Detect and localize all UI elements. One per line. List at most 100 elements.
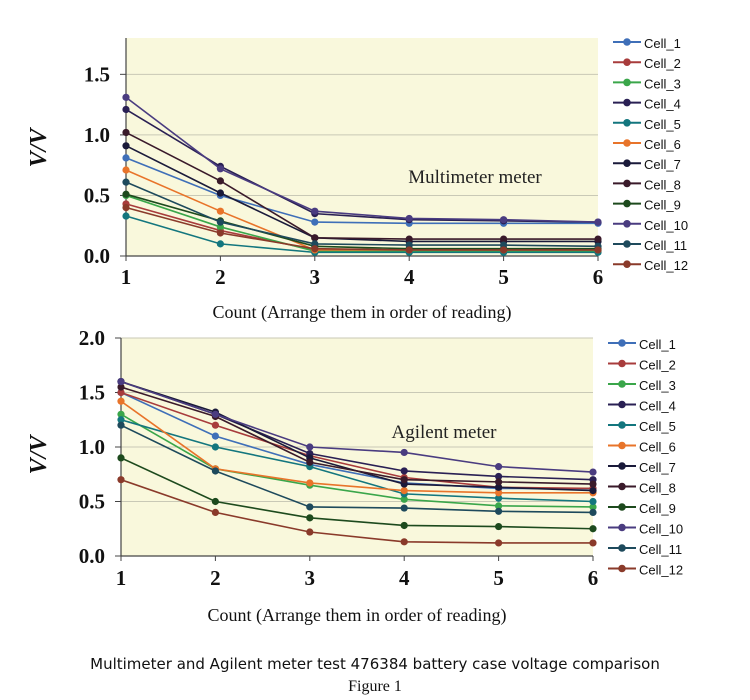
legend-label: Cell_4: [639, 399, 676, 414]
legend-swatch-marker: [623, 58, 631, 66]
data-point-cell_9: [211, 497, 219, 506]
data-point-cell_10: [117, 378, 125, 386]
data-point-cell_12: [405, 246, 413, 254]
legend-swatch-marker: [623, 98, 631, 107]
legend-swatch-marker: [623, 119, 631, 127]
legend-swatch-marker: [618, 339, 626, 347]
x-tick-label: 3: [310, 265, 321, 289]
figure-caption: Multimeter and Agilent meter test 476384…: [90, 655, 660, 673]
data-point-cell_9: [306, 514, 314, 522]
data-point-cell_8: [117, 383, 125, 391]
data-point-cell_12: [211, 508, 219, 516]
data-point-cell_10: [500, 216, 508, 224]
legend-label: Cell_3: [639, 378, 676, 393]
data-point-cell_1: [211, 432, 219, 440]
legend-swatch-marker: [623, 220, 631, 228]
data-point-cell_11: [306, 503, 314, 511]
data-point-cell_11: [400, 504, 408, 512]
legend-label: Cell_10: [639, 522, 683, 537]
series-line-cell_8: [125, 131, 598, 240]
data-point-cell_11: [216, 218, 224, 226]
legend-label: Cell_9: [639, 501, 676, 516]
data-point-cell_10: [405, 214, 413, 223]
data-point-cell_6: [400, 487, 408, 495]
data-point-cell_11: [495, 507, 503, 515]
legend-swatch-marker: [623, 139, 631, 147]
y-axis-label: V/V: [26, 434, 52, 475]
data-point-cell_10: [306, 443, 314, 451]
chart-annotation: Agilent meter: [392, 422, 498, 443]
data-point-cell_3: [495, 502, 503, 510]
data-point-cell_6: [216, 207, 224, 215]
x-tick-label: 4: [399, 566, 410, 590]
data-point-cell_10: [311, 207, 319, 215]
x-tick-label: 1: [116, 566, 127, 590]
legend-swatch-marker: [618, 482, 626, 491]
data-point-cell_12: [117, 476, 125, 484]
data-point-cell_9: [117, 454, 125, 462]
y-tick-label: 1.5: [84, 62, 110, 86]
data-point-cell_12: [311, 245, 319, 253]
y-tick-label: 2.0: [79, 326, 105, 350]
series-line-cell_11: [120, 424, 594, 514]
data-point-cell_8: [216, 177, 224, 185]
data-point-cell_8: [589, 480, 597, 488]
legend-swatch-marker: [618, 523, 626, 532]
data-point-cell_6: [306, 479, 314, 487]
series-line-cell_6: [120, 400, 593, 494]
data-point-cell_11: [122, 178, 130, 186]
series-line-cell_12: [125, 206, 598, 251]
x-axis-label: Count (Arrange them in order of reading): [208, 605, 507, 626]
legend-swatch-marker: [618, 564, 626, 573]
y-tick-label: 0.5: [79, 490, 105, 514]
legend-swatch-marker: [623, 159, 631, 167]
legend-swatch-marker: [623, 240, 631, 248]
data-point-cell_7: [122, 142, 130, 150]
series-line-cell_7: [125, 145, 598, 243]
y-tick-label: 0.0: [84, 244, 110, 268]
legend-label: Cell_11: [644, 238, 687, 253]
figure-label: Figure 1: [348, 678, 402, 695]
data-point-cell_12: [594, 246, 602, 254]
data-point-cell_12: [216, 229, 224, 237]
series-line-cell_9: [120, 457, 594, 530]
data-point-cell_7: [495, 483, 503, 491]
data-point-cell_9: [495, 522, 503, 531]
data-point-cell_5: [216, 240, 224, 248]
data-point-cell_8: [400, 476, 408, 484]
data-point-cell_3: [589, 503, 597, 511]
data-point-cell_3: [400, 495, 408, 503]
legend-swatch-marker: [623, 179, 631, 188]
legend-swatch-marker: [618, 441, 626, 450]
legend-swatch-marker: [618, 359, 626, 368]
data-point-cell_10: [122, 93, 130, 101]
data-point-cell_12: [122, 203, 130, 212]
data-point-cell_10: [211, 410, 219, 418]
x-tick-label: 5: [498, 265, 509, 289]
x-tick-label: 2: [215, 265, 226, 289]
data-point-cell_8: [306, 458, 314, 466]
data-point-cell_11: [211, 467, 219, 475]
legend-label: Cell_12: [639, 563, 683, 578]
data-point-cell_10: [400, 448, 408, 457]
data-point-cell_9: [400, 521, 408, 530]
data-point-cell_7: [589, 487, 597, 495]
series-line-cell_3: [125, 194, 598, 252]
data-point-cell_11: [589, 508, 597, 516]
legend-label: Cell_6: [644, 137, 681, 152]
legend-label: Cell_9: [644, 198, 681, 213]
series-line-cell_10: [120, 380, 594, 473]
legend-swatch-marker: [618, 462, 626, 470]
data-point-cell_5: [589, 497, 597, 506]
data-point-cell_12: [400, 538, 408, 546]
series-line-cell_8: [120, 386, 594, 485]
legend-label: Cell_8: [639, 481, 676, 496]
x-tick-label: 4: [404, 265, 415, 289]
data-point-cell_9: [122, 190, 130, 198]
legend-swatch-marker: [618, 544, 626, 552]
series-line-cell_1: [125, 157, 598, 225]
data-point-cell_6: [117, 397, 125, 405]
data-point-cell_8: [500, 235, 508, 243]
data-point-cell_10: [495, 463, 503, 471]
